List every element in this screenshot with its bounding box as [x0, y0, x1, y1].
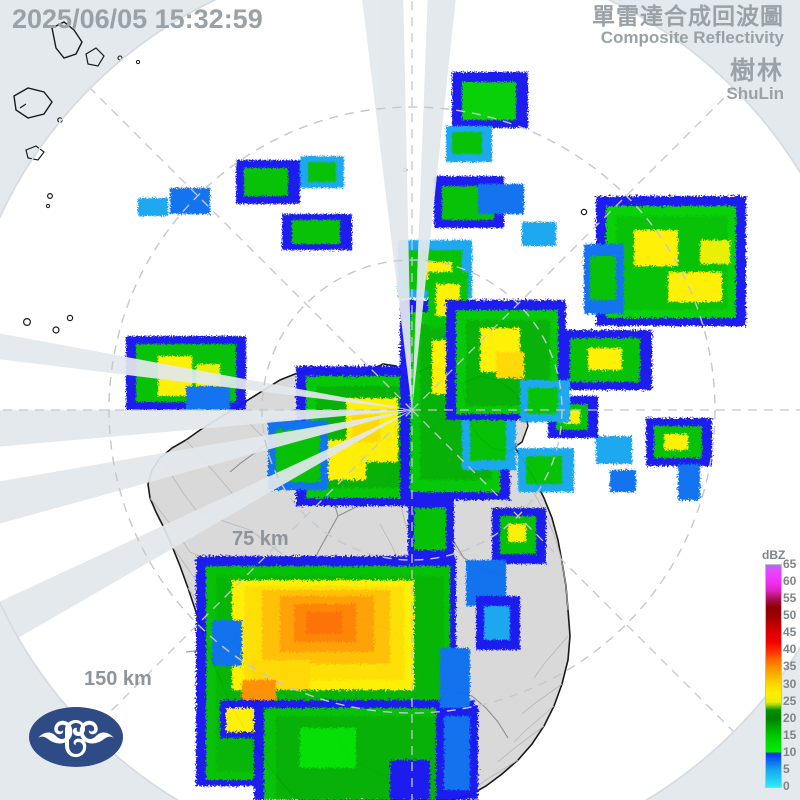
- colorbar-tick-25: 25: [783, 693, 797, 708]
- colorbar-tick-15: 15: [783, 727, 797, 742]
- colorbar-tick-0: 0: [783, 779, 790, 793]
- product-title: 單雷達合成回波圖 Composite Reflectivity: [592, 4, 784, 47]
- station-name-zh: 樹林: [729, 57, 784, 85]
- colorbar-tick-60: 60: [783, 574, 797, 589]
- reflectivity-colorbar: dBZ 65 60 55 50 45 40 35 30 25 20 15 10 5 0: [756, 548, 800, 800]
- radial-ne: [411, 83, 739, 411]
- colorbar-tick-20: 20: [783, 710, 797, 725]
- sector-southwest: [0, 410, 412, 660]
- colorbar-title: dBZ: [762, 548, 786, 562]
- radial-sw: [85, 409, 413, 737]
- station-name-en: ShuLin: [726, 84, 784, 104]
- echo-cluster-taipei-basin: [446, 300, 570, 422]
- timestamp-label: 2025/06/05 15:32:59: [12, 4, 263, 34]
- colorbar-tick-10: 10: [783, 744, 797, 759]
- colorbar-tick-40: 40: [783, 642, 797, 657]
- colorbar-gradient: [765, 564, 782, 788]
- echo-cluster-east-outer: [560, 330, 712, 500]
- colorbar-tick-35: 35: [783, 659, 797, 674]
- sector-north-a: [355, 0, 412, 410]
- colorbar-tick-65: 65: [783, 557, 797, 571]
- radial-se: [411, 409, 739, 737]
- colorbar-tick-55: 55: [783, 591, 797, 606]
- range-ring-150km: [108, 106, 716, 714]
- echo-scattered-east: [440, 396, 598, 708]
- range-ring-label-75km: 75 km: [232, 528, 289, 550]
- radial-nw: [85, 83, 413, 411]
- echo-cluster-northeast: [584, 196, 746, 326]
- sector-west-b: [0, 410, 412, 540]
- product-title-en: Composite Reflectivity: [600, 28, 784, 48]
- product-title-zh: 單雷達合成回波圖: [592, 3, 784, 29]
- beam-blockage-sectors: [0, 0, 462, 660]
- sector-west-c: [0, 322, 412, 410]
- colorbar-tick-30: 30: [783, 676, 797, 691]
- colorbar-tick-5: 5: [783, 761, 790, 776]
- colorbar-tick-45: 45: [783, 625, 797, 640]
- sector-west-a: [0, 410, 412, 452]
- colorbar-tick-50: 50: [783, 608, 797, 623]
- cwa-logo: [29, 707, 123, 767]
- station-name: 樹林 ShuLin: [726, 58, 784, 103]
- sector-north-b: [412, 0, 462, 410]
- range-ring-label-150km: 150 km: [84, 668, 152, 690]
- echo-band-south: [254, 700, 478, 800]
